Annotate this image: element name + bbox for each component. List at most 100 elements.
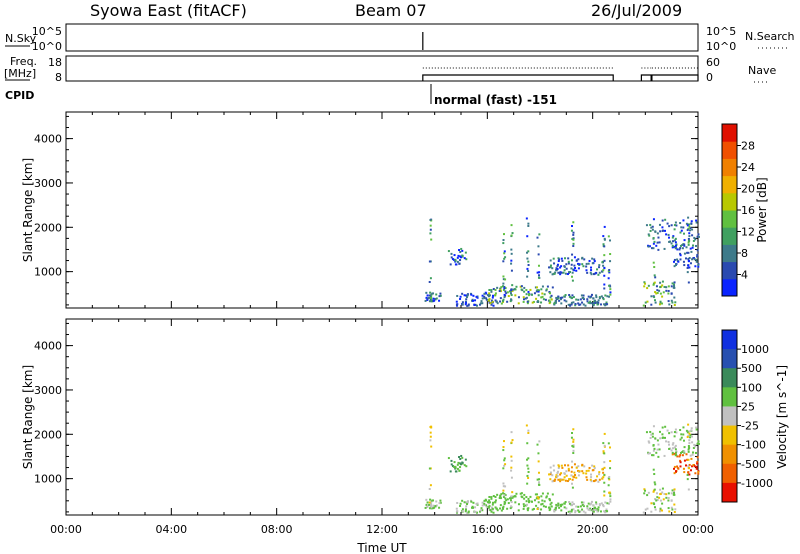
echo-point <box>687 216 690 219</box>
echo-point <box>673 503 676 506</box>
echo-point <box>649 229 652 232</box>
echo-point <box>652 237 655 240</box>
echo-point <box>428 294 431 297</box>
echo-point <box>526 235 529 238</box>
echo-point <box>687 458 690 461</box>
velocity-colorbar-ticks: 1000 500 100 25 -25 -100 -500 -1000 <box>737 343 773 490</box>
echo-point <box>504 463 507 466</box>
echo-point <box>661 295 664 298</box>
power-ylabel: Slant Range [km] <box>21 158 35 262</box>
echo-point <box>671 244 674 247</box>
echo-point <box>661 280 664 283</box>
echo-point <box>689 229 692 232</box>
echo-point <box>503 250 506 253</box>
echo-point <box>658 496 661 499</box>
echo-point <box>481 294 484 297</box>
echo-point <box>696 456 699 459</box>
echo-point <box>679 451 682 454</box>
echo-point <box>549 301 552 304</box>
echo-point <box>589 271 592 274</box>
echo-point <box>549 478 552 481</box>
echo-point <box>461 249 464 252</box>
echo-point <box>648 234 651 237</box>
echo-point <box>558 299 561 302</box>
echo-point <box>658 289 661 292</box>
echo-point <box>674 221 677 224</box>
echo-point <box>668 443 671 446</box>
echo-point <box>682 467 685 470</box>
echo-point <box>691 246 694 249</box>
echo-point <box>688 432 691 435</box>
echo-point <box>653 473 656 476</box>
echo-point <box>652 247 655 250</box>
echo-point <box>536 289 539 292</box>
echo-point <box>590 266 593 269</box>
echo-point <box>603 266 606 269</box>
echo-point <box>579 510 582 513</box>
echo-point <box>687 223 690 226</box>
echo-point <box>692 451 695 454</box>
echo-point <box>428 503 431 506</box>
echo-point <box>589 302 592 305</box>
echo-point <box>679 252 682 255</box>
echo-point <box>483 504 486 507</box>
echo-point <box>665 496 668 499</box>
echo-point <box>568 502 571 505</box>
echo-point <box>691 441 694 444</box>
echo-point <box>687 258 690 261</box>
echo-point <box>571 297 574 300</box>
echo-point <box>429 498 432 501</box>
echo-point <box>594 506 597 509</box>
echo-point <box>563 295 566 298</box>
echo-point <box>550 294 553 297</box>
echo-point <box>607 277 610 280</box>
echo-point <box>604 304 607 307</box>
echo-point <box>575 476 578 479</box>
colorbar-tick-label: 16 <box>741 204 755 217</box>
echo-point <box>697 471 700 474</box>
echo-point <box>476 502 479 505</box>
echo-point <box>659 286 662 289</box>
echo-point <box>475 502 478 505</box>
echo-point <box>490 299 493 302</box>
echo-point <box>561 466 564 469</box>
echo-point <box>531 500 534 503</box>
echo-point <box>537 501 540 504</box>
echo-point <box>673 224 676 227</box>
echo-point <box>682 426 685 429</box>
echo-point <box>560 257 563 260</box>
echo-point <box>553 302 556 305</box>
echo-point <box>647 233 650 236</box>
echo-point <box>563 265 566 268</box>
echo-point <box>474 510 477 513</box>
echo-point <box>481 504 484 507</box>
echo-point <box>569 510 572 513</box>
echo-point <box>661 502 664 505</box>
echo-point <box>428 280 431 283</box>
echo-point <box>654 230 657 233</box>
echo-point <box>599 510 602 513</box>
echo-point <box>438 502 441 505</box>
echo-point <box>671 453 674 456</box>
echo-point <box>675 224 678 227</box>
echo-point <box>603 274 606 277</box>
echo-point <box>603 490 606 493</box>
echo-point <box>681 247 684 250</box>
echo-point <box>466 501 469 504</box>
echo-point <box>520 288 523 291</box>
echo-point <box>435 293 438 296</box>
echo-point <box>527 224 530 227</box>
echo-point <box>510 469 513 472</box>
echo-point <box>536 236 539 239</box>
echo-point <box>452 465 455 468</box>
echo-point <box>458 469 461 472</box>
echo-point <box>603 466 606 469</box>
echo-point <box>609 498 612 501</box>
y-tick-label: 4000 <box>34 133 62 146</box>
echo-point <box>571 225 574 228</box>
echo-point <box>695 260 698 263</box>
freq-tick-bottom: 8 <box>55 71 62 84</box>
echo-point <box>461 508 464 511</box>
echo-point <box>505 292 508 295</box>
echo-point <box>686 478 689 481</box>
